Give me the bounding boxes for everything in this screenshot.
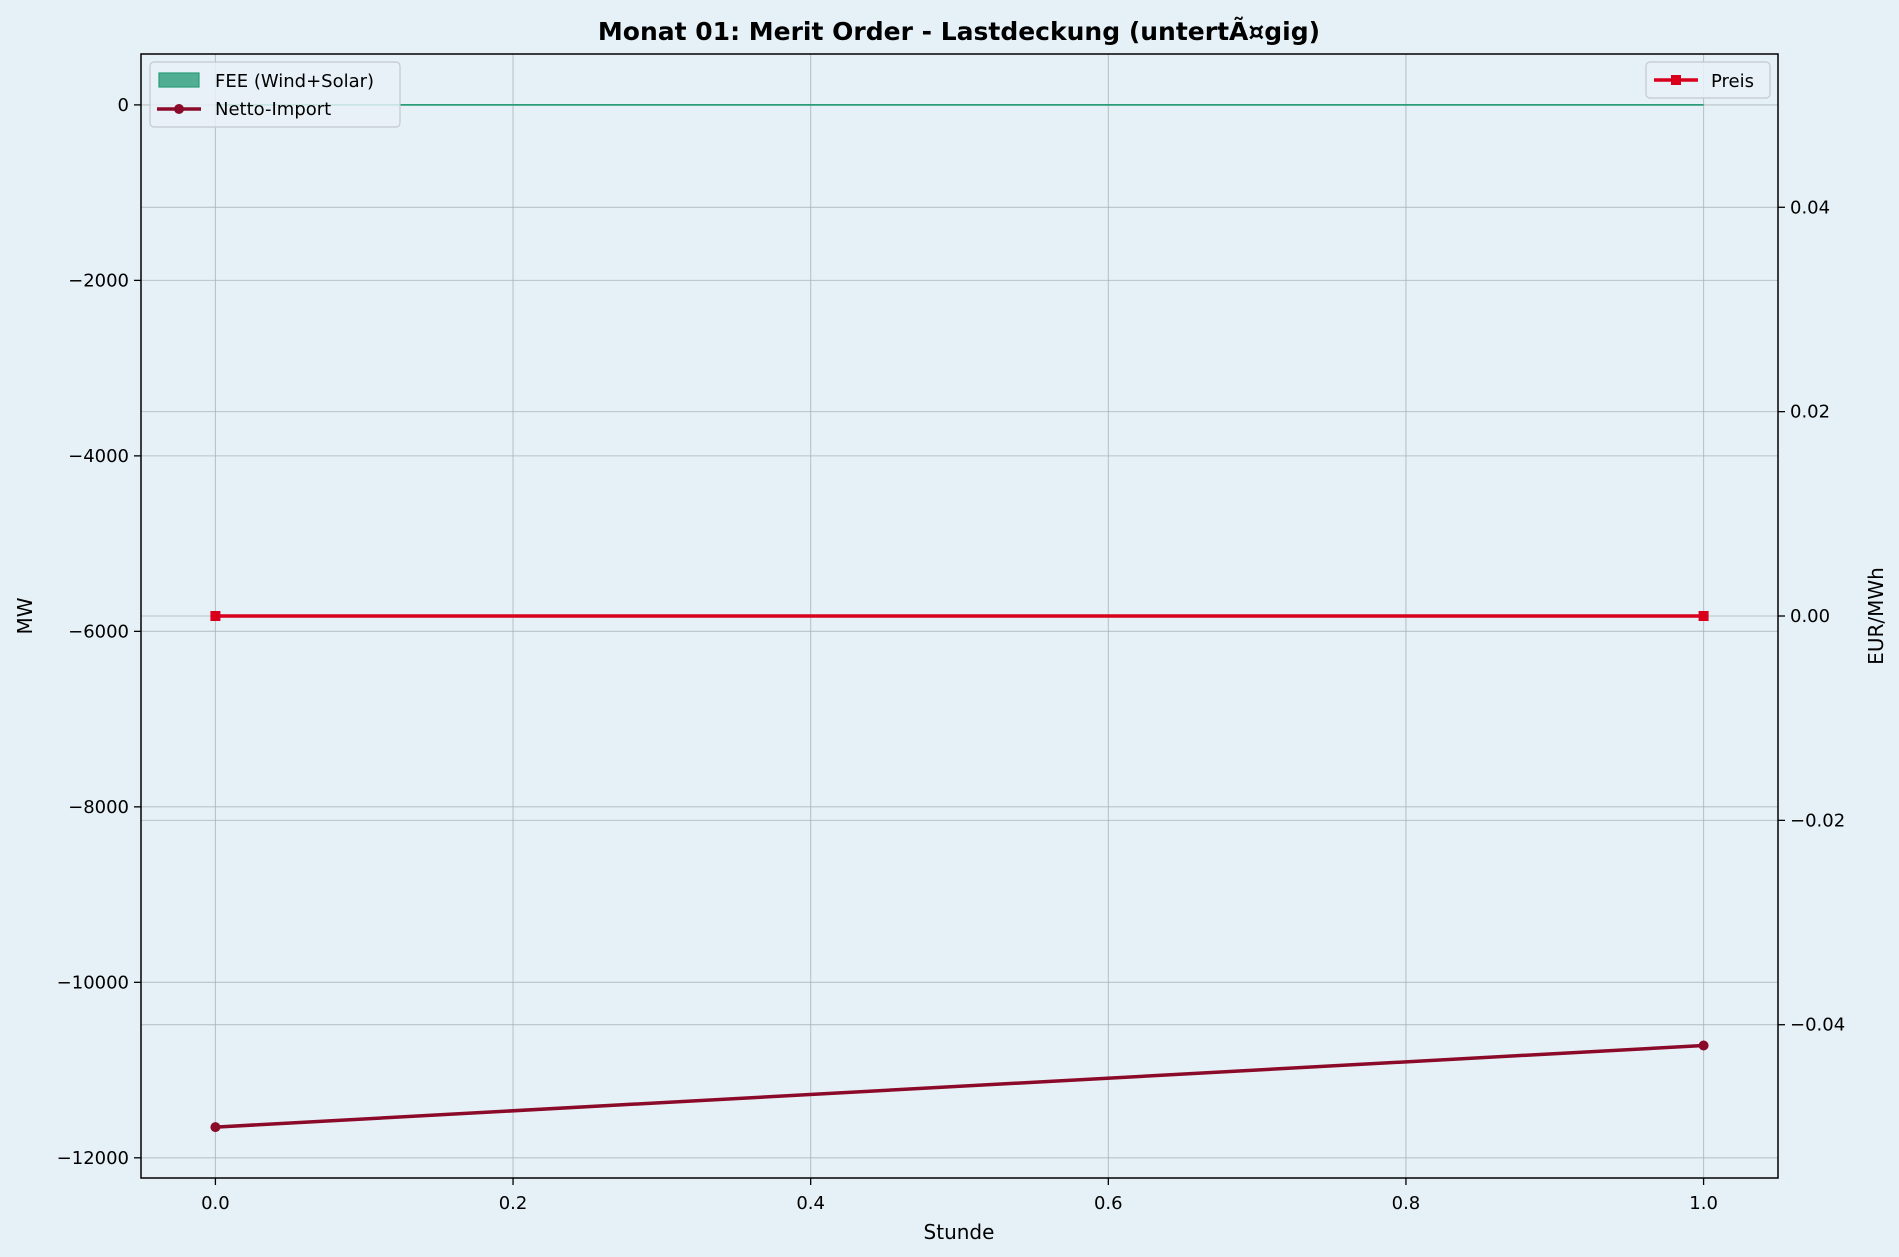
legend-swatch-fee: [158, 72, 200, 88]
legend-label-netto-import: Netto-Import: [215, 99, 331, 120]
y-left-tick-label: 0: [118, 95, 129, 116]
point-netto-import: [210, 1122, 221, 1133]
y-left-tick-label: −8000: [68, 797, 129, 818]
x-tick-label: 1.0: [1689, 1193, 1718, 1214]
point-preis: [210, 611, 221, 621]
y-left-tick-label: −12000: [57, 1148, 129, 1169]
x-axis-label: Stunde: [924, 1220, 995, 1244]
y-axis-right: 0.04 0.02 0.00 −0.02 −0.04: [1778, 197, 1845, 1036]
legend-left-box: [149, 61, 401, 128]
y-axis-left-label: MW: [13, 597, 37, 634]
series-layer: [210, 103, 1709, 1133]
x-tick-label: 0.2: [499, 1193, 528, 1214]
x-tick-label: 0.6: [1094, 1193, 1123, 1214]
legend-label-preis: Preis: [1711, 71, 1754, 92]
legend-label-fee: FEE (Wind+Solar): [215, 71, 374, 92]
y-right-tick-label: 0.04: [1790, 197, 1830, 218]
y-axis-right-label: EUR/MWh: [1864, 567, 1888, 665]
legend-right: Preis: [1645, 61, 1771, 99]
legend-right-box: [1645, 61, 1771, 99]
y-right-tick-label: −0.02: [1790, 810, 1845, 831]
y-left-tick-label: −6000: [68, 621, 129, 642]
y-right-tick-label: 0.02: [1790, 402, 1830, 423]
y-left-tick-label: −10000: [57, 972, 129, 993]
line-netto-import: [215, 1043, 1704, 1129]
y-axis-left: 0 −2000 −4000 −6000 −8000 −10000 −12000: [57, 95, 141, 1169]
point-preis: [1698, 611, 1709, 621]
legend-marker-preis: [1671, 75, 1681, 85]
y-right-tick-label: 0.00: [1790, 606, 1830, 627]
x-tick-label: 0.4: [796, 1193, 825, 1214]
y-left-tick-label: −4000: [68, 446, 129, 467]
y-right-tick-label: −0.04: [1790, 1015, 1845, 1036]
x-tick-label: 0.8: [1392, 1193, 1421, 1214]
x-tick-label: 0.0: [201, 1193, 230, 1214]
legend-left: FEE (Wind+Solar) Netto-Import: [149, 61, 401, 128]
point-netto-import: [1698, 1040, 1709, 1051]
x-axis: 0.0 0.2 0.4 0.6 0.8 1.0: [201, 1178, 1718, 1214]
y-left-tick-label: −2000: [68, 270, 129, 291]
legend-marker-netto-import: [174, 104, 184, 114]
chart-title: Monat 01: Merit Order - Lastdeckung (unt…: [598, 17, 1320, 46]
